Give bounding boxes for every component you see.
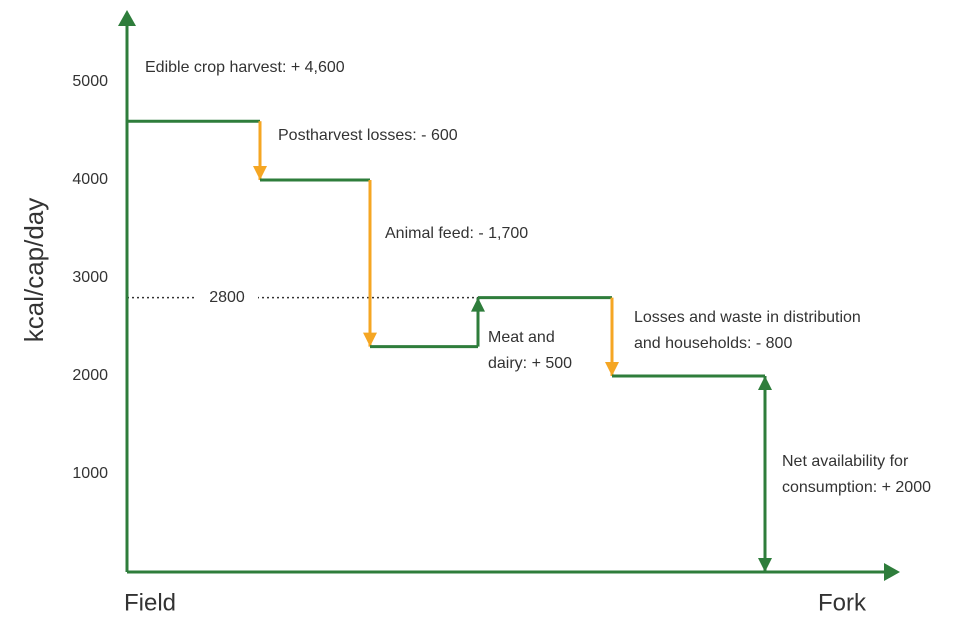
value-label: consumption: + 2000 bbox=[782, 479, 931, 496]
value-label: Postharvest losses: - 600 bbox=[278, 127, 458, 144]
value-label: Animal feed: - 1,700 bbox=[385, 225, 528, 242]
arrow-head bbox=[253, 166, 267, 180]
y-axis-label: kcal/cap/day bbox=[19, 198, 49, 343]
arrow-head bbox=[758, 376, 772, 390]
reference-label-bg bbox=[196, 287, 258, 308]
x-start-label: Field bbox=[124, 589, 176, 616]
arrow-head bbox=[471, 297, 485, 312]
arrow-head bbox=[758, 558, 772, 572]
x-end-label: Fork bbox=[818, 589, 867, 616]
value-label: Edible crop harvest: + 4,600 bbox=[145, 59, 345, 76]
reference-label: 2800 bbox=[209, 289, 245, 306]
value-label: Meat and bbox=[488, 329, 555, 346]
y-tick-label: 2000 bbox=[72, 367, 108, 384]
y-tick-label: 4000 bbox=[72, 171, 108, 188]
arrow-head bbox=[363, 332, 377, 347]
y-tick-label: 1000 bbox=[72, 465, 108, 482]
value-label: Losses and waste in distribution bbox=[634, 309, 861, 326]
value-label: and households: - 800 bbox=[634, 335, 792, 352]
value-label: Net availability for bbox=[782, 453, 909, 470]
y-tick-label: 5000 bbox=[72, 73, 108, 90]
x-axis-arrow bbox=[884, 563, 900, 581]
value-label: dairy: + 500 bbox=[488, 355, 572, 372]
arrow-head bbox=[605, 362, 619, 376]
y-tick-label: 3000 bbox=[72, 269, 108, 286]
y-axis-arrow bbox=[118, 10, 136, 26]
